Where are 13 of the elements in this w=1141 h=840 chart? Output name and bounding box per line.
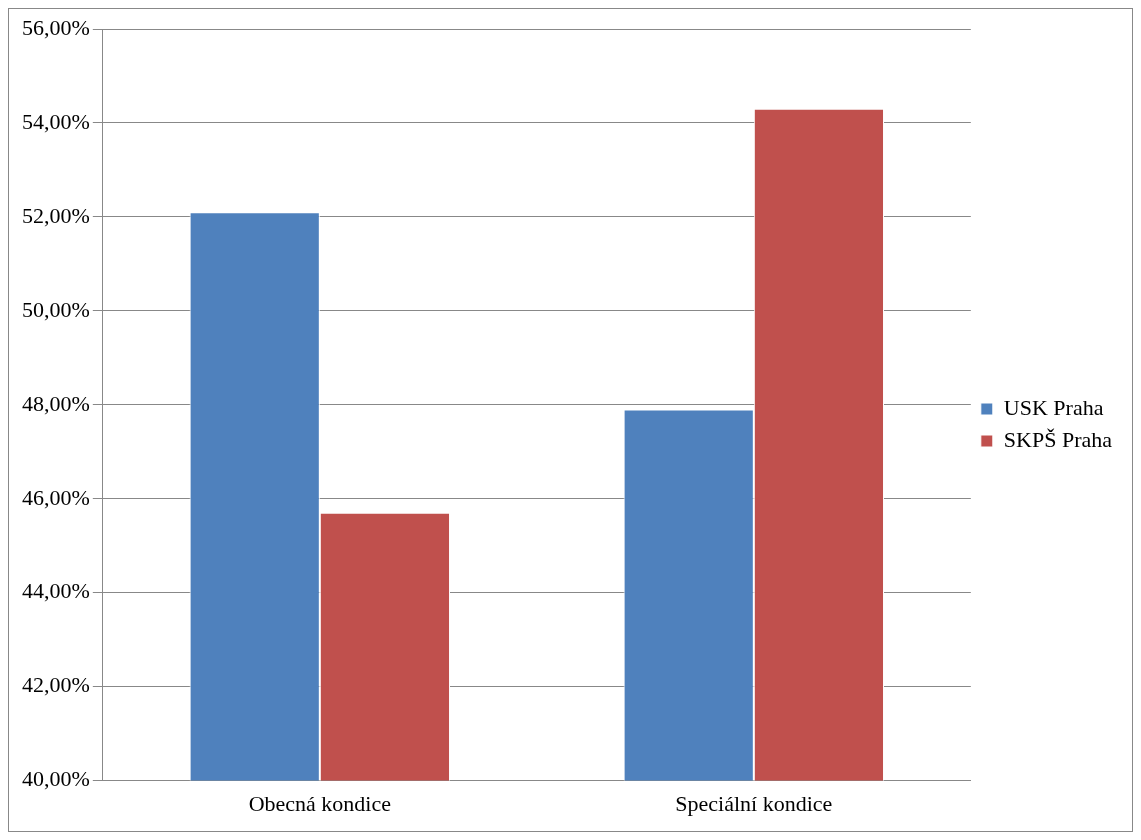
y-tick-label: 48,00% [22,390,90,416]
y-tick-label: 50,00% [22,296,90,322]
y-tick-label: 40,00% [22,766,90,792]
y-tick-label: 42,00% [22,672,90,698]
y-tick-label: 56,00% [22,14,90,40]
y-tick-label: 44,00% [22,578,90,604]
y-tick-label: 52,00% [22,202,90,228]
y-tick-label: 54,00% [22,108,90,134]
legend-label: SKPŠ Praha [1003,426,1113,452]
x-tick-label: Obecná kondice [248,790,391,816]
legend-label: USK Praha [1003,394,1104,420]
x-tick-label: Speciální kondice [675,790,833,816]
y-tick-label: 46,00% [22,484,90,510]
